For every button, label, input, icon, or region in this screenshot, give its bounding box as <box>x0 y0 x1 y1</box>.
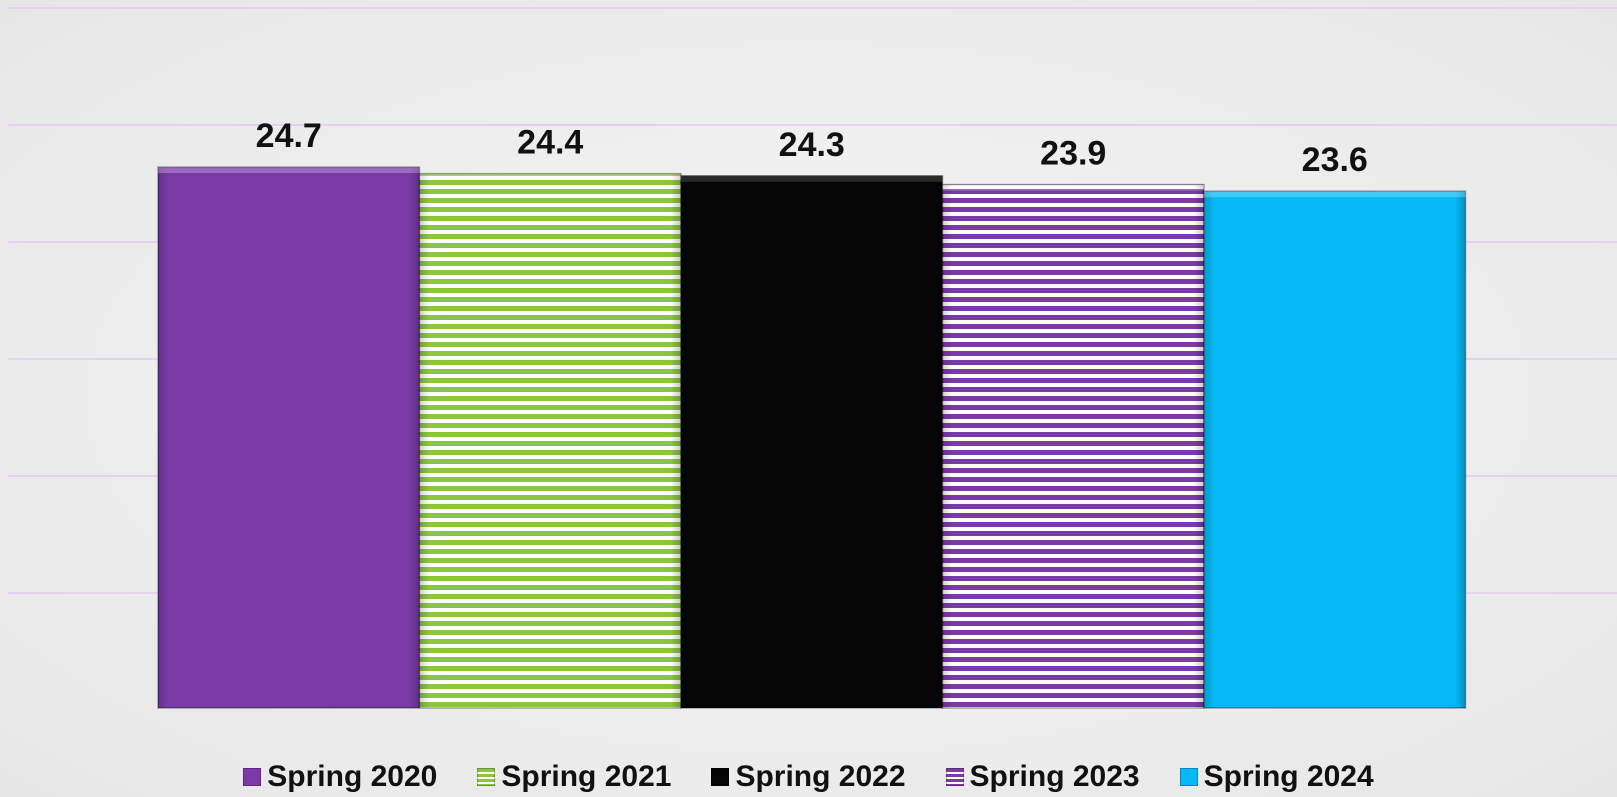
legend-item: Spring 2022 <box>711 760 906 794</box>
legend-item: Spring 2024 <box>1179 760 1374 794</box>
bar-top-bevel <box>942 184 1204 191</box>
legend-item: Spring 2020 <box>243 760 437 794</box>
bar-top-bevel <box>419 173 681 180</box>
legend-label: Spring 2024 <box>1203 760 1374 793</box>
data-labels: 24.7 24.4 24.3 23.9 23.6 <box>256 117 1368 179</box>
legend-swatch <box>243 768 262 786</box>
legend-label: Spring 2023 <box>969 760 1140 793</box>
data-label: 23.6 <box>1302 141 1368 179</box>
legend-label: Spring 2022 <box>735 760 906 793</box>
bar-top-bevel <box>158 167 420 174</box>
legend: Spring 2020 Spring 2021 Spring 2022 Spring … <box>0 757 1617 797</box>
bar-spring-2022 <box>680 175 944 709</box>
data-label: 24.7 <box>256 117 322 155</box>
data-label: 23.9 <box>1040 135 1106 173</box>
data-label: 24.4 <box>517 124 583 162</box>
legend-swatch <box>1179 768 1198 786</box>
legend-swatch <box>711 768 730 786</box>
bar-spring-2020 <box>157 166 421 709</box>
legend-item: Spring 2023 <box>945 760 1140 794</box>
legend-item: Spring 2021 <box>477 760 671 794</box>
legend-label: Spring 2020 <box>267 760 438 793</box>
bar-spring-2021 <box>418 172 682 709</box>
legend-label: Spring 2021 <box>501 760 672 793</box>
bar-spring-2023 <box>941 183 1205 709</box>
chart-plot-area: 24.7 24.4 24.3 23.9 23.6 <box>8 7 1617 709</box>
bar-spring-2024 <box>1203 190 1467 709</box>
bar-top-bevel <box>1204 191 1466 198</box>
legend-swatch <box>477 768 496 786</box>
legend-swatch <box>945 768 964 786</box>
bars <box>157 166 1467 709</box>
bar-top-bevel <box>681 175 943 182</box>
data-label: 24.3 <box>779 126 845 164</box>
